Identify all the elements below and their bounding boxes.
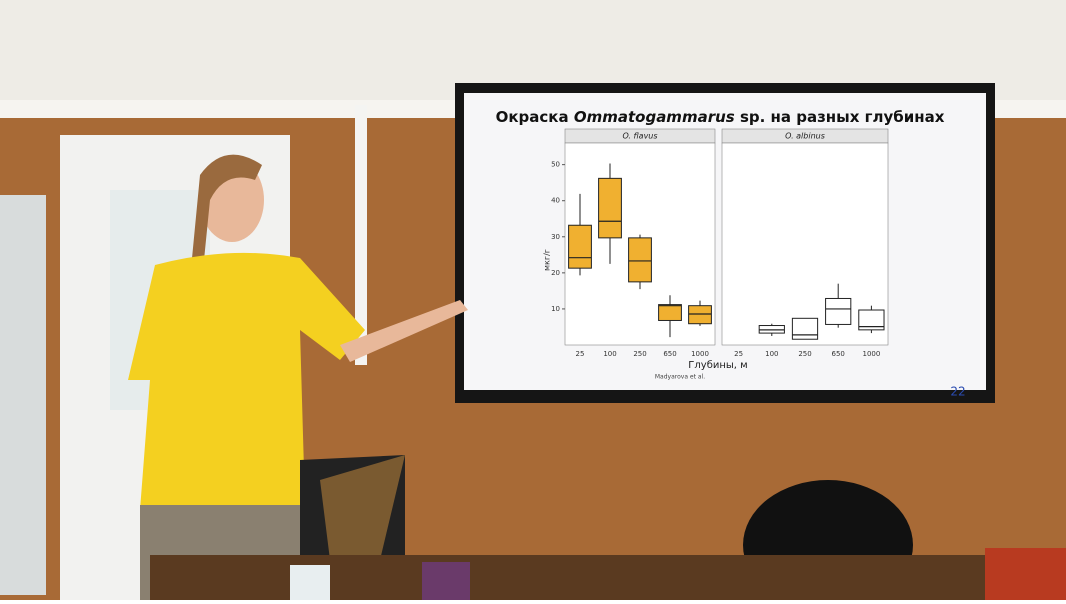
x-tick-label: 100 [765, 350, 778, 358]
package [985, 548, 1066, 600]
y-tick-label: 10 [551, 305, 560, 313]
x-axis-label: Глубины, м [688, 360, 747, 371]
box [791, 317, 819, 340]
pipe [355, 105, 367, 365]
slide-title: Окраска Ommatogammarus sp. на разных глу… [496, 108, 945, 126]
title-text: sp. на разных глубинах [740, 108, 945, 126]
x-tick-label: 250 [798, 350, 811, 358]
box [628, 237, 652, 283]
x-tick-label: 100 [603, 350, 616, 358]
credit: Madyarova et al. [655, 374, 705, 381]
laptop [320, 455, 405, 560]
box [658, 304, 682, 321]
x-tick-label: 250 [633, 350, 646, 358]
thermos [422, 562, 470, 600]
box [825, 297, 852, 325]
box [568, 224, 592, 269]
x-tick-label: 650 [663, 350, 676, 358]
y-tick-label: 20 [551, 269, 560, 277]
y-tick-label: 40 [551, 197, 560, 205]
box [688, 305, 712, 325]
x-tick-label: 25 [576, 350, 585, 358]
y-axis-label: мкг/г [543, 249, 552, 271]
box [858, 309, 885, 331]
panel-label: O. flavus [622, 132, 657, 141]
x-tick-label: 650 [832, 350, 845, 358]
mug [290, 565, 330, 600]
slide-number: 22 [950, 385, 965, 399]
plots: O. flavus 10 20 30 40 50 25 100 250 650 1000 O. alb… [551, 128, 889, 358]
table [150, 555, 1066, 600]
x-tick-label: 1000 [862, 350, 880, 358]
y-tick-label: 50 [551, 161, 560, 169]
y-tick-label: 30 [551, 233, 560, 241]
shirt [128, 252, 365, 510]
whiteboard [0, 195, 46, 595]
arm [340, 300, 468, 362]
title-text: Окраска [496, 108, 569, 126]
x-tick-label: 1000 [691, 350, 709, 358]
panel [721, 142, 889, 346]
panel-label: O. albinus [785, 132, 825, 141]
x-tick-label: 25 [734, 350, 743, 358]
hair [188, 154, 262, 300]
box [598, 177, 622, 239]
title-species: Ommatogammarus [574, 108, 735, 126]
